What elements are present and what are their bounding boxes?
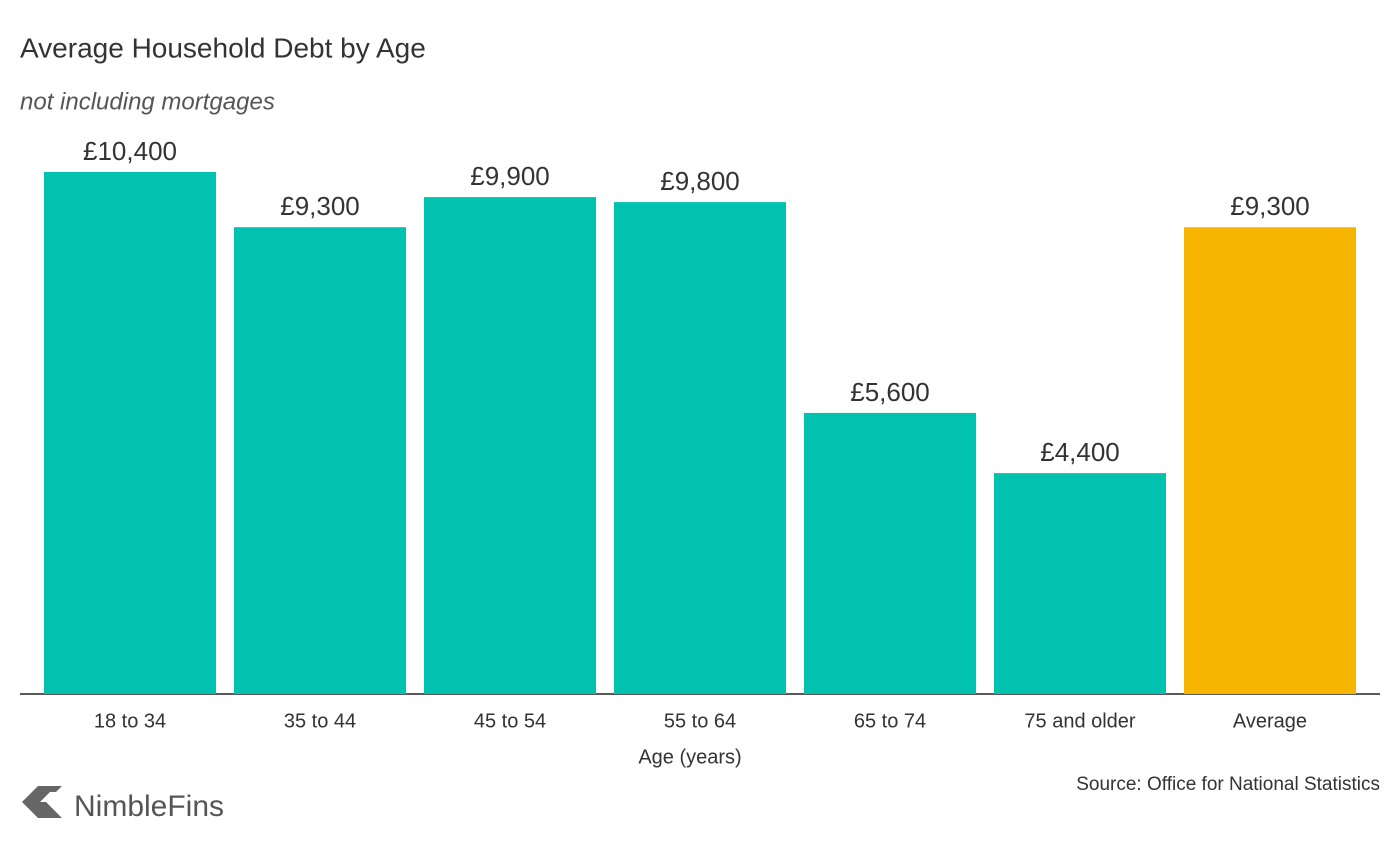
value-label: £9,900 — [470, 161, 550, 191]
logo: NimbleFins — [22, 786, 224, 823]
x-tick-label: 35 to 44 — [284, 710, 356, 732]
bar — [424, 197, 596, 694]
x-tick-label: 55 to 64 — [664, 710, 736, 732]
x-tick-label: 65 to 74 — [854, 710, 926, 732]
x-tick-label: 75 and older — [1024, 710, 1136, 732]
logo-icon-cut — [40, 792, 58, 802]
value-label: £4,400 — [1040, 437, 1120, 467]
x-axis-label: Age (years) — [638, 746, 741, 768]
x-tick-label: Average — [1233, 710, 1307, 732]
value-label: £9,300 — [1230, 191, 1310, 221]
bar — [804, 412, 976, 694]
value-label: £9,300 — [280, 191, 360, 221]
bar — [994, 473, 1166, 694]
chart-title: Average Household Debt by Age — [20, 32, 426, 63]
value-label: £5,600 — [850, 377, 930, 407]
logo-text: NimbleFins — [74, 790, 224, 823]
chart-subtitle: not including mortgages — [20, 88, 275, 115]
x-tick-label: 18 to 34 — [94, 710, 166, 732]
source: Source: Office for National Statistics — [1076, 774, 1380, 795]
bar — [1184, 227, 1356, 694]
value-label: £9,800 — [660, 166, 740, 196]
bar — [234, 227, 406, 694]
x-tick-label: 45 to 54 — [474, 710, 546, 732]
value-label: £10,400 — [83, 136, 177, 166]
bar — [44, 172, 216, 694]
bar — [614, 202, 786, 694]
